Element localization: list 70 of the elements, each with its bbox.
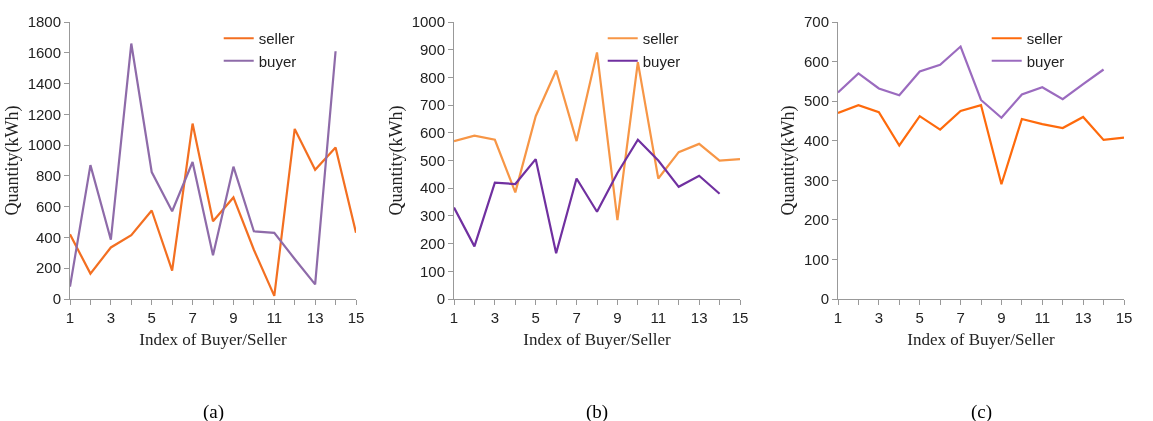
x-tick-label: 3 bbox=[874, 309, 884, 326]
y-tick-label: 600 bbox=[35, 197, 61, 215]
x-tick-label: 1 bbox=[65, 309, 75, 326]
x-tick-label: 3 bbox=[490, 309, 500, 326]
legend-label: buyer bbox=[642, 52, 681, 70]
y-tick-label: 1800 bbox=[27, 13, 61, 31]
y-tick-label: 0 bbox=[820, 290, 829, 308]
x-axis-title: Index of Buyer/Seller bbox=[523, 330, 671, 350]
y-axis-title: Quantity(kWh) bbox=[778, 105, 800, 216]
y-tick-label: 300 bbox=[803, 171, 829, 189]
y-tick-label: 400 bbox=[803, 131, 829, 149]
x-tick-label: 5 bbox=[147, 309, 156, 326]
x-tick-label: 9 bbox=[997, 309, 1006, 326]
x-tick-label: 15 bbox=[347, 309, 365, 326]
y-tick-label: 900 bbox=[419, 40, 445, 58]
y-tick-label: 1200 bbox=[27, 105, 61, 123]
y-tick-label: 400 bbox=[419, 179, 445, 197]
y-tick-label: 200 bbox=[35, 259, 61, 277]
y-tick-label: 200 bbox=[803, 211, 829, 229]
y-tick-label: 1400 bbox=[27, 74, 61, 92]
y-tick-label: 0 bbox=[52, 290, 61, 308]
y-tick-label: 1000 bbox=[27, 136, 61, 154]
legend-label: seller bbox=[258, 30, 295, 48]
x-axis-title: Index of Buyer/Seller bbox=[139, 330, 287, 350]
y-tick-label: 0 bbox=[436, 290, 445, 308]
x-tick-label: 13 bbox=[1074, 309, 1092, 326]
y-tick-label: 700 bbox=[803, 13, 829, 31]
x-tick-label: 11 bbox=[650, 309, 667, 326]
legend-label: buyer bbox=[1026, 52, 1065, 70]
x-tick-label: 7 bbox=[188, 309, 197, 326]
x-tick-label: 15 bbox=[731, 309, 749, 326]
y-tick-label: 1600 bbox=[27, 44, 61, 62]
x-tick-label: 9 bbox=[613, 309, 622, 326]
x-tick-label: 13 bbox=[690, 309, 708, 326]
legend-label: seller bbox=[642, 30, 679, 48]
line-series bbox=[454, 138, 721, 255]
x-tick-label: 1 bbox=[833, 309, 843, 326]
y-tick-label: 600 bbox=[419, 124, 445, 142]
line-series bbox=[838, 104, 1124, 186]
x-tick-label: 7 bbox=[572, 309, 581, 326]
y-tick-label: 700 bbox=[419, 96, 445, 114]
x-tick-label: 3 bbox=[106, 309, 116, 326]
y-tick-label: 500 bbox=[419, 151, 445, 169]
y-tick-label: 400 bbox=[35, 228, 61, 246]
x-tick-label: 7 bbox=[956, 309, 965, 326]
y-tick-label: 100 bbox=[419, 262, 445, 280]
y-tick-label: 800 bbox=[35, 167, 61, 185]
line-series bbox=[70, 42, 337, 288]
y-axis-title: Quantity(kWh) bbox=[385, 105, 407, 216]
x-tick-label: 1 bbox=[449, 309, 459, 326]
x-tick-label: 5 bbox=[531, 309, 540, 326]
line-series bbox=[454, 51, 740, 222]
x-tick-label: 13 bbox=[306, 309, 324, 326]
line-series bbox=[838, 45, 1105, 119]
x-tick-label: 15 bbox=[1115, 309, 1133, 326]
y-axis-title: Quantity(kWh) bbox=[1, 105, 23, 216]
x-axis-title: Index of Buyer/Seller bbox=[907, 330, 1055, 350]
x-tick-label: 11 bbox=[266, 309, 283, 326]
y-tick-label: 500 bbox=[803, 92, 829, 110]
x-tick-label: 11 bbox=[1034, 309, 1051, 326]
y-tick-label: 200 bbox=[419, 234, 445, 252]
legend-label: buyer bbox=[258, 52, 297, 70]
y-tick-label: 800 bbox=[419, 68, 445, 86]
y-tick-label: 300 bbox=[419, 207, 445, 225]
y-tick-label: 600 bbox=[803, 52, 829, 70]
x-tick-label: 9 bbox=[229, 309, 238, 326]
legend-label: seller bbox=[1026, 30, 1063, 48]
y-tick-label: 100 bbox=[803, 250, 829, 268]
x-tick-label: 5 bbox=[915, 309, 924, 326]
y-tick-label: 1000 bbox=[411, 13, 445, 31]
